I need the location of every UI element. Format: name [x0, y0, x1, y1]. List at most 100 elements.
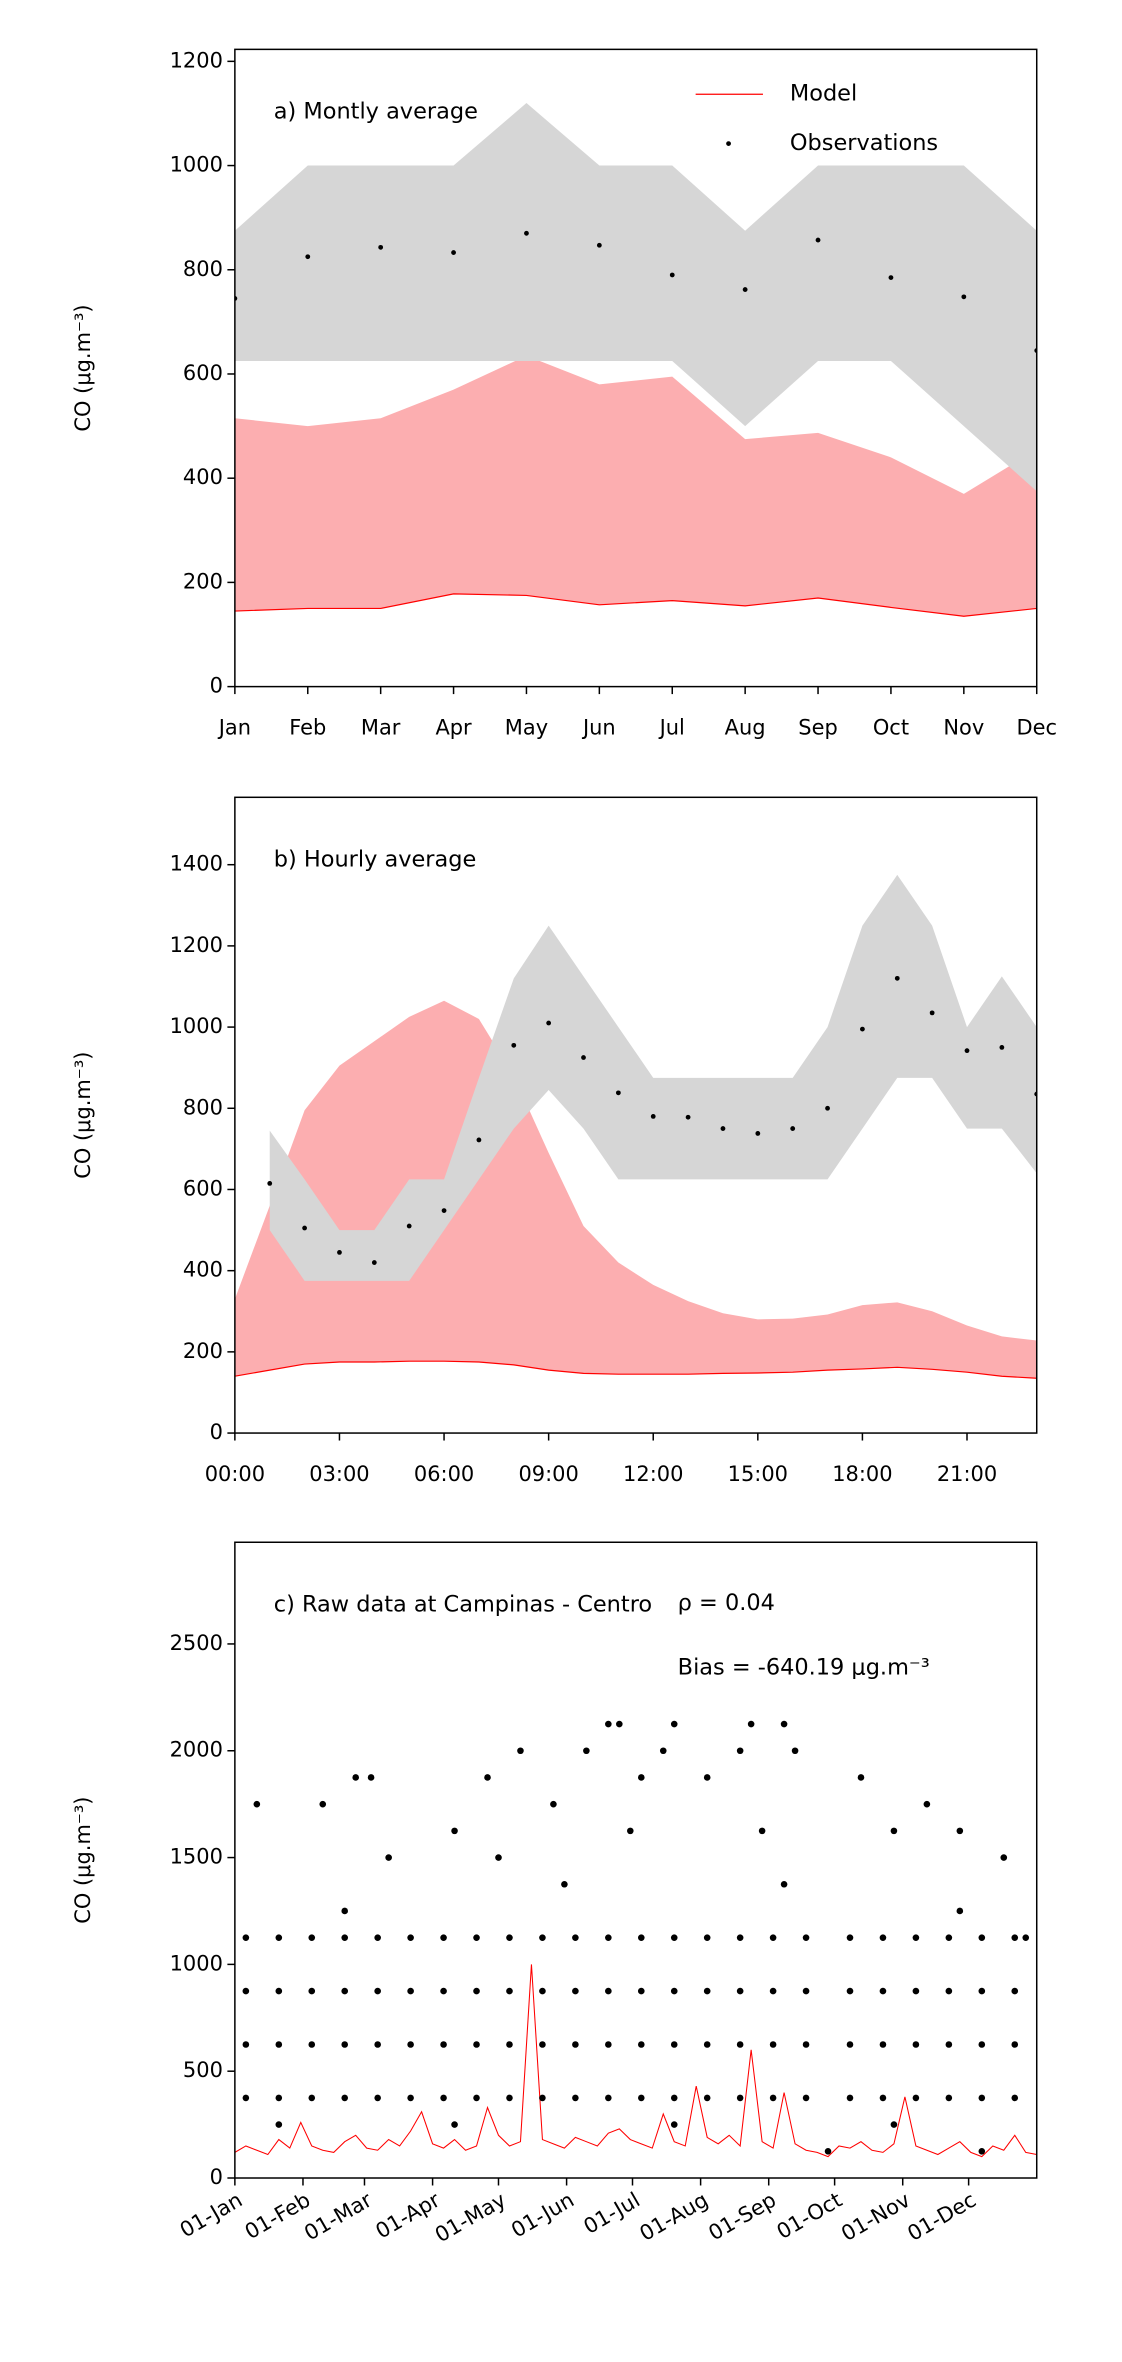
observation-dot: [802, 2094, 810, 2102]
y-tick-label: 2500: [170, 1631, 223, 1655]
observation-dot: [374, 1934, 381, 1941]
axes-frame: [234, 48, 1038, 688]
observation-dot: [703, 1987, 711, 1995]
observation-dot: [341, 1987, 349, 1995]
observation-dot: [670, 1934, 678, 1941]
observation-dot: [945, 2041, 953, 2048]
observation-dot: [605, 2094, 612, 2102]
y-tick-label: 0: [210, 674, 223, 698]
y-axis-label: CO (μg.m⁻³): [71, 304, 95, 431]
observation-dot: [524, 230, 529, 236]
observation-dot: [978, 2041, 986, 2048]
y-tick-label: 1000: [170, 1014, 223, 1038]
observation-dot: [846, 1987, 854, 1995]
observation-dot: [352, 1774, 359, 1781]
x-tick-label: May: [505, 715, 548, 739]
observation-dot: [385, 1854, 392, 1861]
observation-dot: [484, 1774, 491, 1781]
observation-dot: [275, 2094, 283, 2102]
observation-dot: [669, 272, 675, 278]
observation-dot: [769, 2041, 777, 2048]
observation-dot: [720, 1126, 726, 1131]
observation-dot: [685, 1114, 691, 1120]
y-tick-label: 1000: [170, 1951, 223, 1975]
observation-dot: [441, 1208, 447, 1213]
observation-dot: [802, 1987, 810, 1995]
observation-dot: [572, 2094, 579, 2102]
observation-dot: [755, 1131, 761, 1136]
observation-dot: [769, 1987, 777, 1995]
x-tick-label: Dec: [1016, 715, 1057, 739]
x-tick-label: Mar: [361, 715, 401, 739]
x-tick-label: Jun: [581, 715, 616, 739]
panel-title: b) Hourly average: [274, 847, 477, 873]
observation-dot: [596, 242, 602, 248]
observation-dot: [440, 1934, 447, 1941]
observation-dot: [367, 1774, 375, 1781]
observation-dot: [511, 1042, 517, 1048]
observation-dot: [337, 1250, 342, 1255]
observation-dot: [912, 1934, 920, 1941]
y-tick-label: 400: [183, 465, 223, 489]
x-tick-label: Oct: [873, 715, 909, 739]
legend-label: Model: [790, 81, 857, 107]
observation-dot: [275, 1934, 283, 1941]
observation-dot: [615, 1090, 621, 1096]
observation-dot: [546, 1020, 552, 1026]
observation-dot: [581, 1055, 586, 1060]
observation-dot: [616, 1720, 623, 1728]
observation-dot: [999, 1044, 1005, 1050]
observation-dot: [476, 1137, 482, 1143]
observation-dot: [302, 1225, 307, 1231]
observation-dot: [945, 1934, 953, 1941]
x-tick-label: 12:00: [623, 1462, 683, 1486]
observation-dot: [879, 1934, 887, 1941]
observation-dot: [451, 250, 456, 255]
observation-dot: [341, 2041, 349, 2048]
observation-dot: [242, 2094, 250, 2102]
observation-dot: [517, 1747, 524, 1755]
observation-dot: [978, 2148, 986, 2155]
observation-dot: [1011, 1934, 1019, 1941]
observation-dot: [888, 275, 894, 280]
observation-dot: [583, 1747, 590, 1755]
observation-dot: [638, 1934, 645, 1941]
observation-dot: [846, 2094, 854, 2102]
observation-dot: [242, 1934, 250, 1941]
observation-dot: [742, 287, 748, 292]
observation-dot: [550, 1800, 557, 1808]
observation-dot: [879, 2041, 887, 2048]
y-tick-label: 600: [183, 361, 223, 385]
observation-dot: [703, 1934, 711, 1941]
observation-dot: [1022, 1934, 1030, 1941]
observation-dot: [659, 1747, 667, 1755]
observation-dot: [912, 2094, 920, 2102]
observation-dot: [780, 1720, 788, 1728]
observation-dot: [319, 1800, 327, 1808]
x-tick-label: 21:00: [937, 1462, 997, 1486]
observation-dot: [802, 2041, 810, 2048]
x-tick-label: 06:00: [414, 1462, 474, 1486]
observation-dot: [670, 1720, 678, 1728]
observation-dot: [747, 1720, 755, 1728]
observation-dot: [879, 2094, 887, 2102]
observation-dot: [890, 2121, 898, 2128]
y-tick-label: 1200: [170, 933, 223, 957]
observation-dot: [473, 2041, 480, 2048]
observation-dot: [506, 1987, 513, 1995]
x-tick-label: 00:00: [205, 1462, 265, 1486]
x-tick-label: Apr: [435, 715, 472, 739]
observation-dot: [703, 2094, 711, 2102]
observation-dot: [506, 2094, 513, 2102]
observation-dot: [736, 2094, 744, 2102]
model-line: [234, 1360, 1037, 1379]
observation-dot: [815, 237, 821, 243]
observation-dot: [923, 1800, 931, 1808]
observation-dot: [572, 1934, 579, 1941]
y-tick-label: 200: [183, 1339, 223, 1363]
observation-dot: [1011, 2094, 1019, 2102]
observation-dot: [308, 2041, 316, 2048]
observation-dot: [650, 1114, 656, 1119]
x-tick-label: Jul: [658, 715, 685, 739]
